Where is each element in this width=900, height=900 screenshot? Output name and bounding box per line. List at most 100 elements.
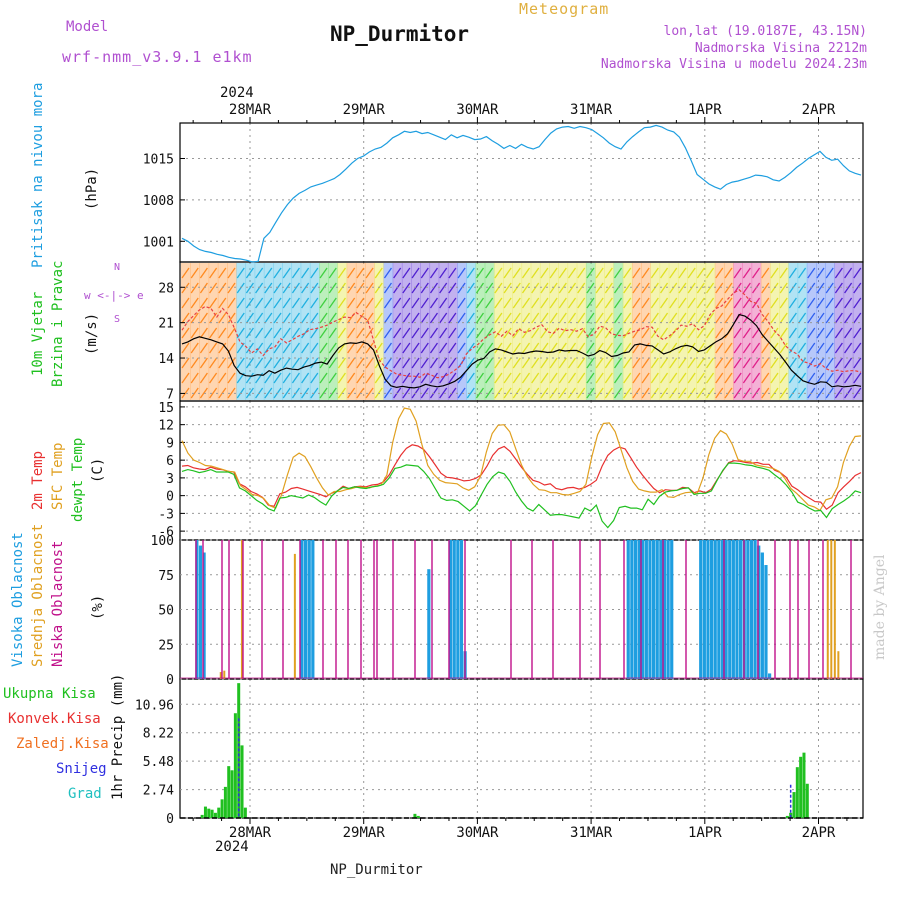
cloud-bar	[641, 540, 645, 679]
wind-barb	[798, 267, 807, 279]
wind-barb	[457, 267, 466, 279]
series-line-dewpt-temp	[181, 462, 862, 529]
wind-barb	[567, 297, 577, 309]
wind-barb	[733, 297, 742, 309]
wind-barb	[715, 267, 724, 279]
wind-barb	[798, 372, 807, 384]
wind-barb	[503, 327, 512, 339]
wind-barb	[411, 342, 420, 354]
wind-barb	[816, 267, 825, 279]
wind-barb	[255, 282, 264, 294]
wind-barb	[761, 372, 770, 384]
wind-barb	[356, 282, 365, 294]
wind-barb	[319, 387, 328, 399]
cloud-bar	[699, 540, 703, 679]
wind-barb	[788, 297, 797, 309]
wind-barb	[245, 297, 254, 309]
wind-barb	[494, 357, 503, 369]
cloud-bar	[662, 540, 667, 679]
wind-barb	[236, 297, 245, 309]
cloud-bar	[739, 540, 743, 679]
wind-barb	[319, 267, 328, 279]
wind-barb	[264, 357, 273, 369]
precip-bar	[210, 809, 214, 818]
wind-barb	[273, 297, 282, 309]
wind-barb	[337, 357, 346, 369]
wind-barb	[356, 267, 365, 279]
wind-barb	[236, 267, 245, 279]
wind-barb	[531, 312, 540, 324]
model-label: Model	[66, 19, 109, 35]
wind-barb	[485, 327, 494, 339]
wind-barb	[310, 312, 319, 324]
wind-barb	[540, 297, 549, 309]
precip-legend-total: Ukupna Kisa	[3, 686, 96, 702]
wind-barb	[273, 312, 282, 324]
cloud-bar	[633, 540, 638, 679]
wind-barb	[540, 267, 549, 279]
wind-barb	[669, 312, 678, 324]
wind-barb	[770, 357, 779, 369]
wind-barb	[503, 312, 512, 324]
y-tick-label: 3	[166, 472, 174, 487]
wind-barb	[475, 282, 485, 294]
wind-barb	[577, 372, 586, 384]
wind-barb	[383, 327, 392, 339]
wind-barb	[512, 267, 521, 279]
wind-barb	[715, 357, 724, 369]
day-label-top: 29MAR	[343, 102, 386, 118]
wind-barb	[844, 327, 853, 339]
wind-barb	[678, 372, 687, 384]
wind-barb	[577, 282, 586, 294]
wind-barb	[512, 312, 521, 324]
wind-barb	[485, 387, 494, 399]
wind-barb	[650, 297, 659, 309]
wind-barb	[411, 372, 420, 384]
wind-barb	[788, 327, 797, 339]
wind-barb	[301, 312, 310, 324]
wind-barb	[218, 327, 227, 339]
wind-barb	[466, 327, 475, 339]
wind-barb	[466, 387, 475, 399]
wind-barb	[577, 312, 586, 324]
series-line-2m-temp	[181, 444, 862, 511]
wind-barb	[724, 267, 733, 279]
wind-barb	[429, 297, 439, 309]
wind-barb	[595, 297, 604, 309]
wind-barb	[834, 267, 843, 279]
wind-barb	[209, 297, 218, 309]
wind-barb	[236, 282, 245, 294]
wind-barb	[798, 357, 807, 369]
wind-barb	[521, 357, 531, 369]
wind-barb	[383, 267, 392, 279]
wind-barb	[347, 267, 356, 279]
wind-barb	[347, 387, 356, 399]
wind-barb	[687, 267, 696, 279]
wind-barb	[190, 297, 199, 309]
cloud-bar	[626, 540, 630, 679]
wind-barb	[540, 327, 549, 339]
wind-barb	[402, 342, 411, 354]
wind-barb	[595, 387, 604, 399]
y-tick-label: 1008	[143, 194, 174, 209]
wind-barb	[521, 327, 531, 339]
wind-barb	[429, 327, 439, 339]
wind-barb	[715, 312, 724, 324]
wind-barb	[282, 312, 291, 324]
wind-barb	[328, 387, 337, 399]
wind-barb	[650, 282, 659, 294]
wind-barb	[347, 297, 356, 309]
wind-barb	[540, 357, 549, 369]
y-tick-label: 50	[158, 604, 174, 619]
wind-barb	[365, 282, 374, 294]
wind-barb	[347, 327, 356, 339]
wind-barb	[595, 342, 604, 354]
wind-barb	[199, 342, 208, 354]
wind-barb	[540, 372, 549, 384]
wind-barb	[604, 342, 613, 354]
wind-barb	[402, 267, 411, 279]
wind-barb	[494, 312, 503, 324]
wind-barb	[420, 297, 429, 309]
wind-barb	[411, 282, 420, 294]
wind-barb	[761, 357, 770, 369]
